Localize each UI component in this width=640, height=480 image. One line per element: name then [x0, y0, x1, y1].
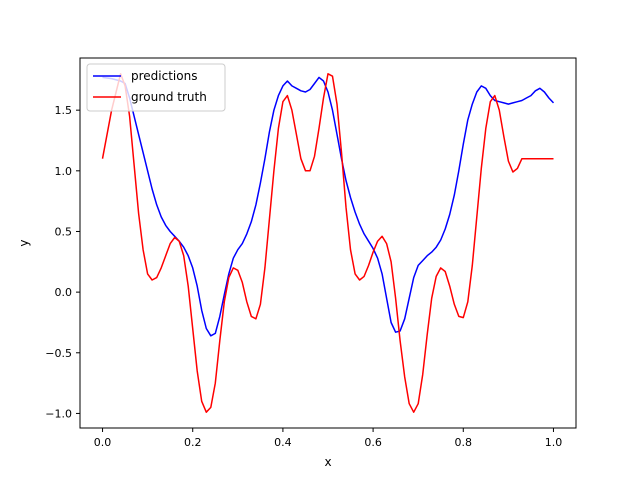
y-axis: −1.0 −0.5 0.0 0.5 1.0 1.5: [45, 104, 80, 420]
y-tick-label: 1.0: [55, 165, 73, 178]
legend-label-predictions: predictions: [131, 69, 197, 83]
x-axis-label: x: [324, 455, 331, 469]
x-tick-label: 0.0: [94, 436, 112, 449]
series-line-ground-truth: [101, 73, 554, 413]
legend-box: [86, 63, 226, 112]
y-tick-label: 0.5: [55, 225, 73, 238]
x-tick-label: 0.8: [455, 436, 473, 449]
legend-label-ground-truth: ground truth: [131, 90, 207, 104]
series-layer: [101, 73, 555, 413]
x-tick-label: 0.6: [364, 436, 382, 449]
y-axis-label: y: [17, 239, 31, 246]
y-tick-label: 1.5: [55, 104, 73, 117]
x-axis: 0.0 0.2 0.4 0.6 0.8 1.0: [94, 428, 562, 449]
x-tick-label: 1.0: [545, 436, 563, 449]
x-tick-label: 0.4: [274, 436, 292, 449]
y-tick-label: 0.0: [55, 286, 73, 299]
series-line-predictions: [102, 76, 555, 337]
plot-frame: [79, 57, 577, 429]
x-tick-label: 0.2: [184, 436, 202, 449]
y-tick-label: −1.0: [45, 407, 72, 420]
legend: predictions ground truth: [86, 63, 226, 112]
y-tick-label: −0.5: [45, 347, 72, 360]
